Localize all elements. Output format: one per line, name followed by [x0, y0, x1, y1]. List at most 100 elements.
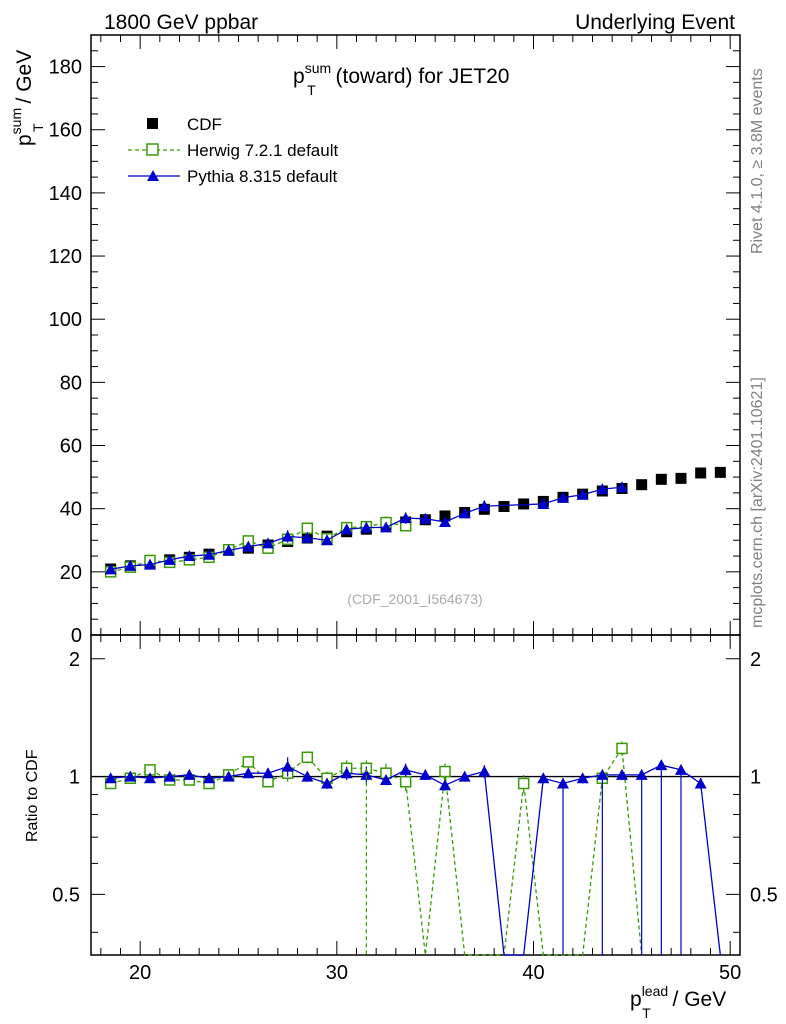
chart-watermark: (CDF_2001_I564673) — [347, 591, 482, 607]
cdf-point — [498, 500, 510, 512]
pythia-point — [262, 537, 274, 549]
side-rivet-label: Rivet 4.1.0, ≥ 3.8M events — [749, 68, 766, 254]
x-axis-label-rest: / GeV — [667, 988, 727, 1011]
tick-labels: 20 30 40 50 0 20 40 60 80 100 120 140 160 180 0.5 0.5 1 1… — [49, 57, 778, 984]
pythia-ratio-point — [144, 772, 156, 784]
y-tick-label: 80 — [60, 372, 82, 394]
x-tick-label: 20 — [129, 962, 151, 984]
pythia-point — [321, 534, 333, 546]
pythia-ratio-point — [163, 770, 176, 782]
header-left: 1800 GeV ppbar — [104, 11, 258, 34]
y-tick-label: 20 — [60, 562, 82, 584]
pythia-point — [281, 530, 294, 542]
ratio-y-tick-label: 2 — [69, 649, 80, 671]
legend: CDF Herwig 7.2.1 default Pythia 8.315 de… — [128, 115, 338, 186]
pythia-ratio-point — [183, 768, 196, 780]
pythia-ratio-point — [321, 777, 333, 789]
pythia-ratio-point — [635, 768, 648, 780]
herwig-ratio-point — [242, 756, 255, 768]
chart-title-rest: (toward) for JET20 — [330, 65, 510, 88]
legend-cdf-marker — [147, 118, 158, 129]
pythia-point — [596, 483, 609, 495]
y-axis-label: psum T / GeV — [8, 50, 46, 146]
pythia-point — [576, 488, 589, 500]
pythia-ratio-point — [439, 779, 451, 791]
pythia-point — [340, 523, 353, 535]
chart-title-sub: T — [307, 82, 316, 98]
pythia-ratio-point — [222, 770, 235, 782]
legend-pythia-label: Pythia 8.315 default — [187, 167, 338, 186]
pythia-ratio-point — [242, 767, 255, 779]
pythia-ratio-point — [104, 772, 117, 784]
data-series — [104, 466, 726, 956]
pythia-ratio-point — [458, 770, 471, 782]
pythia-point — [380, 521, 392, 533]
y-axis-label-sup: sum — [8, 108, 24, 134]
cdf-point — [695, 467, 707, 479]
y-tick-label: 0 — [71, 625, 82, 647]
y-axis-label-sub: T — [30, 123, 46, 132]
x-tick-label: 30 — [326, 962, 348, 984]
pythia-point — [439, 515, 451, 527]
ratio-y-axis-label: Ratio to CDF — [24, 749, 41, 842]
x-tick-label: 40 — [522, 962, 544, 984]
y-tick-label: 160 — [49, 120, 82, 142]
y-tick-label: 140 — [49, 183, 82, 205]
pythia-point — [537, 497, 550, 509]
pythia-point — [301, 531, 314, 543]
pythia-ratio-point — [596, 768, 609, 780]
y-tick-label: 180 — [49, 57, 82, 79]
herwig-ratio-point — [517, 777, 530, 790]
pythia-ratio-point — [301, 770, 314, 782]
cdf-point — [675, 472, 687, 484]
pythia-ratio-point — [419, 768, 432, 780]
cdf-point — [714, 466, 726, 478]
pythia-ratio-point — [478, 765, 491, 777]
pythia-point — [419, 512, 432, 524]
y-tick-label: 120 — [49, 246, 82, 268]
pythia-ratio-point — [203, 772, 215, 784]
cdf-point — [655, 473, 667, 485]
cdf-point — [518, 498, 530, 510]
pythia-ratio-point — [262, 767, 274, 779]
y-tick-label: 40 — [60, 499, 82, 521]
ratio-y-tick-label: 0.5 — [52, 884, 80, 906]
y-tick-label: 100 — [49, 309, 82, 331]
chart-title-sup: sum — [305, 60, 331, 76]
x-axis-label-sup: lead — [642, 983, 668, 999]
legend-pythia-marker — [147, 170, 159, 181]
pythia-point — [557, 491, 569, 503]
legend-cdf-label: CDF — [187, 115, 222, 134]
pythia-ratio-point — [399, 763, 412, 775]
herwig-ratio-point — [616, 742, 628, 755]
pythia-point — [104, 563, 117, 575]
pythia-ratio-point — [537, 772, 550, 784]
legend-herwig-marker — [146, 143, 159, 156]
pythia-point — [242, 540, 255, 552]
ratio-y-tick-label-right: 1 — [750, 767, 761, 789]
pythia-point — [616, 481, 628, 493]
pythia-ratio-point — [557, 777, 569, 789]
pythia-point — [458, 507, 471, 519]
x-tick-label: 50 — [719, 962, 741, 984]
pythia-point — [222, 544, 235, 556]
pythia-ratio-point — [576, 772, 589, 784]
ratio-plot-frame — [90, 634, 741, 956]
herwig-ratio-point — [439, 765, 451, 778]
x-axis-label-sub: T — [642, 1005, 651, 1021]
pythia-ratio-point — [655, 759, 668, 771]
ratio-y-tick-label: 1 — [69, 767, 80, 789]
herwig-line — [110, 521, 406, 573]
ratio-y-tick-label-right: 2 — [750, 649, 761, 671]
pythia-point — [360, 521, 373, 533]
pythia-point — [124, 559, 137, 571]
pythia-point — [399, 512, 412, 524]
herwig-ratio-point — [301, 751, 314, 764]
pythia-ratio-point — [124, 770, 137, 782]
cdf-point — [636, 479, 648, 491]
pythia-point — [183, 550, 196, 562]
legend-herwig-label: Herwig 7.2.1 default — [187, 141, 338, 160]
x-axis-label: plead T / GeV — [630, 983, 726, 1021]
ratio-y-tick-label-right: 0.5 — [750, 884, 778, 906]
